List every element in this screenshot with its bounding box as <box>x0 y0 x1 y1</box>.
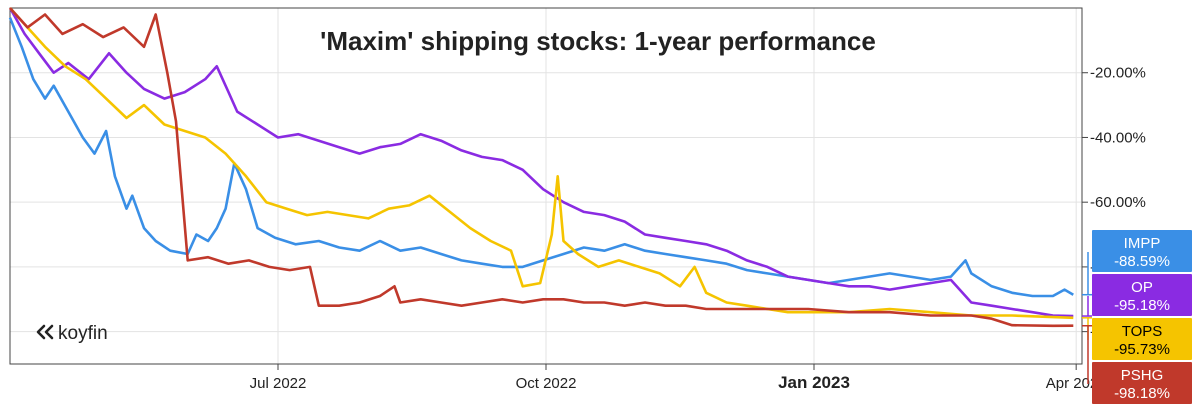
series-badge-impp <box>1092 230 1192 272</box>
y-tick-label: -20.00% <box>1090 65 1146 82</box>
series-line-pshg <box>9 7 1074 328</box>
koyfin-logo-icon <box>36 324 54 340</box>
series-badge-name: PSHG <box>1121 367 1164 384</box>
gridlines <box>10 8 1082 364</box>
series-badge-value: -98.18% <box>1114 385 1170 402</box>
koyfin-logo-text: koyfin <box>58 323 108 344</box>
x-tick-label: Jul 2022 <box>250 375 307 392</box>
series-line-impp <box>8 17 1074 298</box>
x-tick-label: Oct 2022 <box>516 375 577 392</box>
series-badge-name: IMPP <box>1124 235 1161 252</box>
series-badge-op <box>1092 274 1192 316</box>
series-badge-name: TOPS <box>1122 323 1163 340</box>
x-tick-labels: Jul 2022 Oct 2022 Jan 2023 Apr 2023 <box>250 373 1107 392</box>
series-lines <box>8 7 1074 328</box>
chart-title: 'Maxim' shipping stocks: 1-year performa… <box>320 26 876 56</box>
series-badge-value: -88.59% <box>1114 253 1170 270</box>
y-tick-label: -60.00% <box>1090 194 1146 211</box>
series-badge-tops <box>1092 318 1192 360</box>
series-badge-pshg <box>1092 362 1192 404</box>
series-badge-value: -95.73% <box>1114 341 1170 358</box>
axis-ticks <box>277 72 1088 370</box>
series-badge-name: OP <box>1131 279 1153 296</box>
x-tick-label: Jan 2023 <box>778 373 850 392</box>
y-tick-label: -40.00% <box>1090 129 1146 146</box>
series-badge-value: -95.18% <box>1114 297 1170 314</box>
series-badges: IMPP-88.59% OP-95.18% TOPS-95.73% PSHG-98.1… <box>1082 230 1192 404</box>
series-line-tops <box>9 7 1074 320</box>
koyfin-logo: koyfin <box>36 323 108 344</box>
series-line-op <box>8 7 1074 318</box>
x-tick-label: Apr 2023 <box>1046 375 1107 392</box>
